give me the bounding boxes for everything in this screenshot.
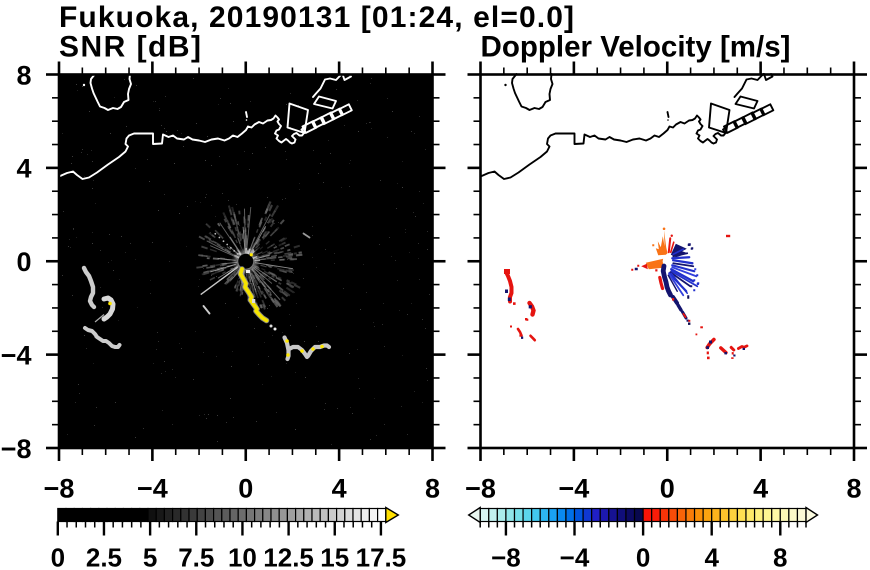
svg-text:0: 0 <box>16 247 31 277</box>
svg-text:−8: −8 <box>465 473 496 503</box>
svg-text:0: 0 <box>636 543 650 570</box>
svg-text:−8: −8 <box>44 473 75 503</box>
svg-text:15: 15 <box>320 543 349 570</box>
svg-text:−4: −4 <box>1 340 32 370</box>
svg-text:8: 8 <box>16 60 31 90</box>
svg-text:0: 0 <box>660 473 675 503</box>
svg-text:4: 4 <box>332 473 347 503</box>
svg-text:10: 10 <box>228 543 257 570</box>
svg-text:5: 5 <box>143 543 157 570</box>
svg-text:−4: −4 <box>558 473 589 503</box>
svg-text:2.5: 2.5 <box>86 543 122 570</box>
svg-text:SNR [dB]: SNR [dB] <box>59 31 201 64</box>
svg-text:Fukuoka, 20190131 [01:24, el=0: Fukuoka, 20190131 [01:24, el=0.0] <box>59 1 574 34</box>
svg-text:0: 0 <box>51 543 65 570</box>
svg-text:8: 8 <box>425 473 440 503</box>
svg-text:−4: −4 <box>560 543 590 570</box>
svg-text:Doppler Velocity [m/s]: Doppler Velocity [m/s] <box>481 31 791 64</box>
svg-text:−4: −4 <box>137 473 168 503</box>
svg-text:17.5: 17.5 <box>356 543 407 570</box>
svg-text:−8: −8 <box>491 543 521 570</box>
svg-text:0: 0 <box>238 473 253 503</box>
svg-text:7.5: 7.5 <box>178 543 214 570</box>
svg-text:12.5: 12.5 <box>263 543 314 570</box>
svg-text:4: 4 <box>16 154 31 184</box>
svg-text:8: 8 <box>846 473 861 503</box>
svg-text:−8: −8 <box>1 434 32 464</box>
svg-text:8: 8 <box>773 543 787 570</box>
svg-text:4: 4 <box>704 543 719 570</box>
svg-text:4: 4 <box>753 473 768 503</box>
